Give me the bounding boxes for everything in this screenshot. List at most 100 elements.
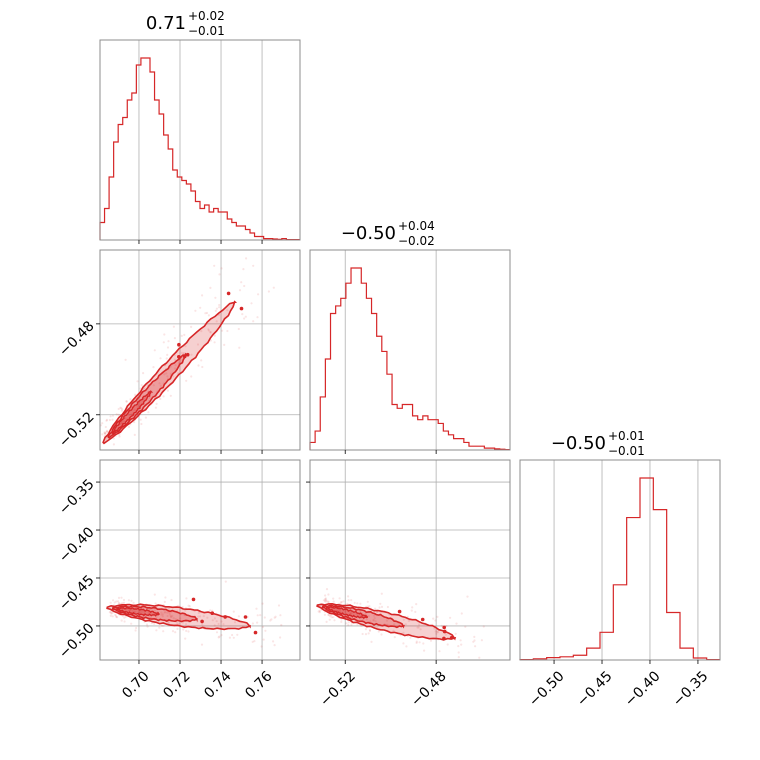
density-contour-outer bbox=[106, 603, 251, 631]
x-tick-label: −0.50 bbox=[526, 668, 568, 710]
sample-point bbox=[140, 422, 143, 426]
sample-point bbox=[445, 624, 448, 628]
sample-point bbox=[434, 619, 437, 622]
outlier-point bbox=[177, 342, 181, 347]
sample-point bbox=[205, 311, 209, 315]
sample-point bbox=[109, 601, 112, 604]
sample-point bbox=[209, 331, 212, 334]
sample-point bbox=[109, 614, 112, 617]
sample-point bbox=[180, 334, 183, 337]
sample-point bbox=[187, 630, 190, 633]
sample-point bbox=[380, 592, 383, 595]
sample-point bbox=[134, 629, 137, 632]
histogram-3 bbox=[519, 477, 720, 661]
sample-point bbox=[207, 328, 210, 331]
sample-point bbox=[415, 603, 418, 606]
sample-point bbox=[243, 284, 246, 288]
sample-point bbox=[356, 602, 359, 605]
sample-point bbox=[170, 598, 173, 602]
sample-point bbox=[168, 621, 171, 625]
sample-point bbox=[200, 643, 204, 646]
sample-point bbox=[277, 604, 281, 607]
outlier-point bbox=[191, 597, 196, 602]
sample-point bbox=[350, 599, 353, 602]
sample-point bbox=[215, 631, 219, 634]
sample-point bbox=[419, 628, 422, 631]
sample-point bbox=[142, 372, 145, 375]
sample-point bbox=[222, 623, 225, 626]
sample-point bbox=[340, 618, 343, 621]
sample-point bbox=[372, 619, 375, 622]
sample-point bbox=[168, 612, 171, 615]
sample-point bbox=[143, 387, 146, 390]
sample-point bbox=[114, 613, 117, 616]
sample-point bbox=[128, 414, 131, 417]
sample-point bbox=[214, 309, 217, 312]
sample-point bbox=[104, 432, 107, 435]
sample-point bbox=[114, 614, 117, 617]
density-contour-inner bbox=[321, 604, 405, 629]
sample-point bbox=[473, 635, 476, 639]
sample-point bbox=[185, 629, 188, 633]
sample-point bbox=[402, 631, 405, 635]
sample-point bbox=[242, 268, 245, 271]
density-contour-inner bbox=[111, 605, 198, 623]
sample-point bbox=[324, 597, 327, 600]
sample-point bbox=[167, 340, 170, 343]
sample-point bbox=[410, 609, 413, 612]
sample-point bbox=[373, 617, 376, 620]
sample-point bbox=[480, 639, 483, 642]
panel-title-1: 0.71 +0.02−0.01 bbox=[146, 9, 225, 38]
sample-point bbox=[217, 636, 220, 639]
sample-point bbox=[161, 613, 164, 616]
y-tick-label: −0.35 bbox=[56, 476, 98, 518]
panel-frame bbox=[309, 249, 511, 451]
sample-point bbox=[405, 645, 408, 648]
sample-point bbox=[153, 349, 156, 352]
sample-point bbox=[121, 408, 124, 411]
sample-point bbox=[109, 610, 112, 614]
sample-point bbox=[185, 379, 188, 382]
sample-point bbox=[207, 329, 210, 332]
sample-point bbox=[111, 615, 114, 618]
panel-frame bbox=[519, 459, 721, 661]
sample-point bbox=[460, 643, 463, 646]
sample-point bbox=[333, 619, 336, 622]
sample-point bbox=[101, 422, 104, 425]
sample-point bbox=[104, 425, 107, 429]
sample-point bbox=[120, 409, 123, 412]
scatter-panel-2-0 bbox=[106, 580, 283, 648]
sample-point bbox=[137, 611, 141, 614]
sample-point bbox=[128, 609, 131, 612]
title-minus: −0.02 bbox=[398, 234, 435, 248]
sample-point bbox=[241, 313, 244, 316]
sample-point bbox=[256, 316, 259, 319]
sample-point bbox=[353, 601, 356, 605]
sample-point bbox=[117, 413, 120, 416]
sample-point bbox=[327, 613, 330, 616]
sample-point bbox=[364, 633, 368, 636]
sample-point bbox=[130, 599, 133, 602]
sample-point bbox=[125, 400, 128, 403]
title-minus: −0.01 bbox=[188, 24, 225, 38]
sample-point bbox=[169, 614, 172, 617]
sample-point bbox=[176, 627, 179, 631]
sample-point bbox=[432, 617, 435, 620]
sample-point bbox=[171, 630, 175, 633]
sample-point bbox=[197, 611, 200, 615]
histogram-1 bbox=[99, 57, 300, 241]
sample-point bbox=[338, 597, 341, 600]
sample-point bbox=[243, 317, 246, 320]
title-value: −0.50 bbox=[341, 223, 396, 244]
sample-point bbox=[166, 611, 169, 614]
sample-point bbox=[366, 600, 369, 603]
sample-point bbox=[213, 264, 216, 267]
scatter-panel-2-1 bbox=[316, 588, 485, 659]
sample-point bbox=[466, 595, 469, 598]
outlier-point bbox=[442, 625, 447, 630]
panel-frame bbox=[99, 39, 301, 241]
sample-point bbox=[163, 600, 166, 604]
sample-point bbox=[184, 345, 187, 348]
sample-point bbox=[133, 421, 136, 424]
sample-point bbox=[133, 433, 136, 436]
